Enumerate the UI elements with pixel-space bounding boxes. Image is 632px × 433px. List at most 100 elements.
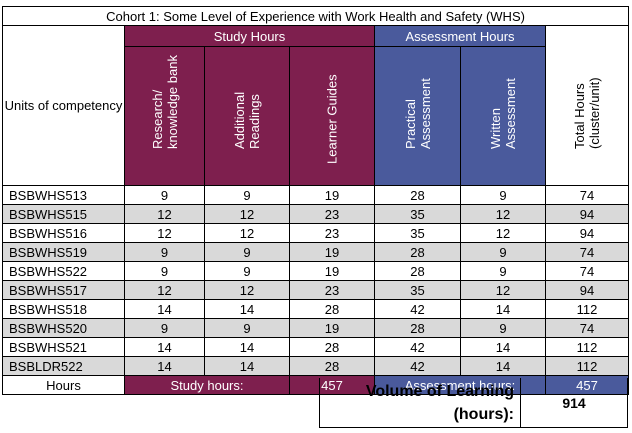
readings-label: Additional Readings xyxy=(232,91,262,149)
research-cell: 12 xyxy=(124,223,205,243)
research-cell: 14 xyxy=(124,356,205,376)
written-header: Written Assessment xyxy=(460,46,546,186)
study-total-value: 457 xyxy=(289,375,375,395)
practical-cell: 28 xyxy=(374,318,461,338)
total-cell: 112 xyxy=(544,356,630,376)
research-cell: 9 xyxy=(124,318,205,338)
unit-code: BSBWHS516 xyxy=(2,223,125,243)
guides-header: Learner Guides xyxy=(289,46,375,186)
practical-cell: 42 xyxy=(374,356,461,376)
guides-cell: 28 xyxy=(289,337,375,357)
guides-cell: 23 xyxy=(289,204,375,224)
volume-label-cell: Volume of Learning (hours): xyxy=(319,378,521,428)
written-label: Written Assessment xyxy=(488,78,518,149)
unit-code: BSBLDR522 xyxy=(2,356,125,376)
readings-header: Additional Readings xyxy=(204,46,290,186)
study-hours-header: Study Hours xyxy=(124,25,375,47)
guides-cell: 19 xyxy=(289,318,375,338)
written-cell: 9 xyxy=(460,318,546,338)
unit-code: BSBWHS518 xyxy=(2,299,125,319)
total-cell: 74 xyxy=(544,318,630,338)
volume-value: 914 xyxy=(520,378,628,428)
readings-cell: 14 xyxy=(204,356,290,376)
hours-label: Hours xyxy=(2,375,125,395)
total-cell: 112 xyxy=(544,337,630,357)
table-row: BSBWHS520 9 9 19 28 9 74 xyxy=(2,318,630,338)
practical-header: Practical Assessment xyxy=(374,46,461,186)
readings-cell: 12 xyxy=(204,204,290,224)
assessment-total-value: 457 xyxy=(544,375,630,395)
table-row: BSBLDR522 14 14 28 42 14 112 xyxy=(2,356,630,376)
hours-table: Cohort 1: Some Level of Experience with … xyxy=(1,6,630,395)
practical-cell: 35 xyxy=(374,223,461,243)
readings-cell: 9 xyxy=(204,318,290,338)
total-cell: 94 xyxy=(544,223,630,243)
total-cell: 94 xyxy=(544,280,630,300)
unit-code: BSBWHS515 xyxy=(2,204,125,224)
total-cell: 74 xyxy=(544,242,630,262)
practical-cell: 35 xyxy=(374,204,461,224)
guides-cell: 23 xyxy=(289,280,375,300)
total-cell: 112 xyxy=(544,299,630,319)
research-header: Research/ knowledge bank xyxy=(124,46,205,186)
written-cell: 14 xyxy=(460,356,546,376)
volume-label: Volume of Learning (hours): xyxy=(365,383,514,423)
study-total-label: Study hours: xyxy=(124,375,290,395)
research-cell: 12 xyxy=(124,280,205,300)
guides-cell: 28 xyxy=(289,356,375,376)
research-cell: 9 xyxy=(124,185,205,205)
guides-cell: 19 xyxy=(289,185,375,205)
unit-code: BSBWHS521 xyxy=(2,337,125,357)
total-hours-label: Total Hours (cluster/unit) xyxy=(572,77,603,149)
total-hours-header: Total Hours (cluster/unit) xyxy=(544,25,630,186)
table-row: BSBWHS521 14 14 28 42 14 112 xyxy=(2,337,630,357)
table-body: BSBWHS513 9 9 19 28 9 74 BSBWHS515 12 12 23 35 12 94 B… xyxy=(2,185,630,376)
unit-code: BSBWHS517 xyxy=(2,280,125,300)
written-cell: 9 xyxy=(460,242,546,262)
readings-cell: 9 xyxy=(204,242,290,262)
readings-cell: 12 xyxy=(204,280,290,300)
table-row: BSBWHS522 9 9 19 28 9 74 xyxy=(2,261,630,281)
total-cell: 74 xyxy=(544,261,630,281)
table-row: BSBWHS517 12 12 23 35 12 94 xyxy=(2,280,630,300)
written-cell: 9 xyxy=(460,261,546,281)
guides-cell: 23 xyxy=(289,223,375,243)
written-cell: 12 xyxy=(460,204,546,224)
research-cell: 9 xyxy=(124,261,205,281)
unit-code: BSBWHS513 xyxy=(2,185,125,205)
research-cell: 12 xyxy=(124,204,205,224)
assessment-total-label: Assessment hours: xyxy=(374,375,546,395)
table-row: BSBWHS513 9 9 19 28 9 74 xyxy=(2,185,630,205)
practical-cell: 28 xyxy=(374,261,461,281)
practical-cell: 35 xyxy=(374,280,461,300)
practical-label: Practical Assessment xyxy=(402,78,433,149)
practical-cell: 42 xyxy=(374,337,461,357)
table-row: BSBWHS519 9 9 19 28 9 74 xyxy=(2,242,630,262)
readings-cell: 14 xyxy=(204,337,290,357)
guides-cell: 19 xyxy=(289,261,375,281)
assessment-hours-header: Assessment Hours xyxy=(374,25,546,47)
written-cell: 14 xyxy=(460,299,546,319)
table-row: BSBWHS515 12 12 23 35 12 94 xyxy=(2,204,630,224)
practical-cell: 42 xyxy=(374,299,461,319)
practical-cell: 28 xyxy=(374,242,461,262)
table-row: BSBWHS516 12 12 23 35 12 94 xyxy=(2,223,630,243)
written-cell: 14 xyxy=(460,337,546,357)
written-cell: 12 xyxy=(460,223,546,243)
research-cell: 9 xyxy=(124,242,205,262)
research-cell: 14 xyxy=(124,337,205,357)
unit-code: BSBWHS519 xyxy=(2,242,125,262)
total-cell: 74 xyxy=(544,185,630,205)
unit-code: BSBWHS522 xyxy=(2,261,125,281)
table-row: BSBWHS518 14 14 28 42 14 112 xyxy=(2,299,630,319)
readings-cell: 14 xyxy=(204,299,290,319)
written-cell: 12 xyxy=(460,280,546,300)
readings-cell: 12 xyxy=(204,223,290,243)
guides-cell: 28 xyxy=(289,299,375,319)
written-cell: 9 xyxy=(460,185,546,205)
readings-cell: 9 xyxy=(204,185,290,205)
units-header-label: Units of competency xyxy=(4,98,123,113)
research-cell: 14 xyxy=(124,299,205,319)
unit-code: BSBWHS520 xyxy=(2,318,125,338)
